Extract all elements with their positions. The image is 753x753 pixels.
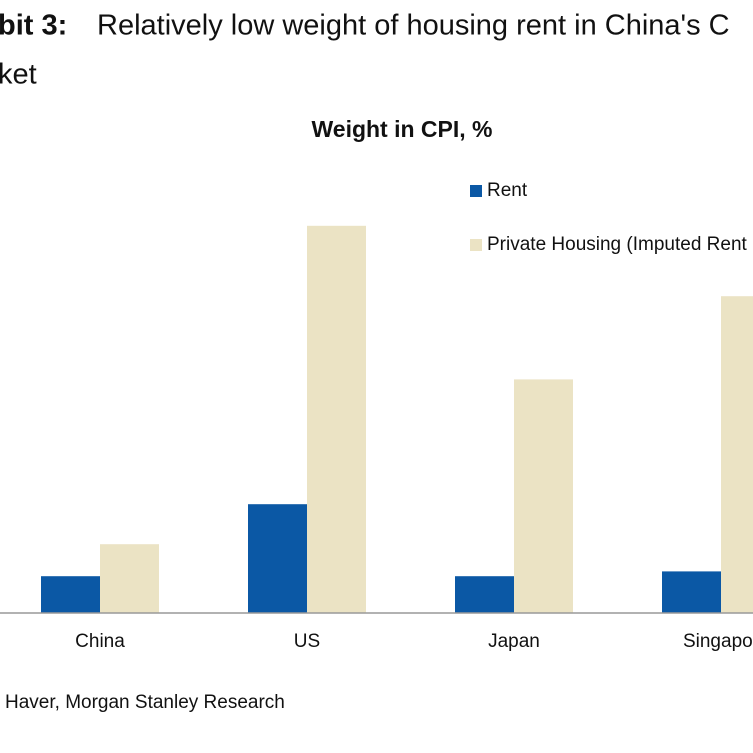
page-title: ket xyxy=(0,59,37,91)
page-title: Relatively low weight of housing rent in… xyxy=(97,10,730,42)
bar xyxy=(455,576,514,613)
exhibit-label: bit 3: xyxy=(0,10,67,42)
x-tick-label: Japan xyxy=(488,631,540,652)
bar xyxy=(514,379,573,613)
x-tick-label: US xyxy=(294,631,320,652)
bar xyxy=(662,571,721,613)
x-tick-label: China xyxy=(75,631,125,652)
bar xyxy=(248,504,307,613)
legend-label: Private Housing (Imputed Rent xyxy=(487,234,748,255)
bar xyxy=(307,225,366,614)
chart-title: Weight in CPI, % xyxy=(311,116,492,142)
bar xyxy=(100,544,159,613)
x-tick-label: Singapor xyxy=(683,631,753,652)
bar xyxy=(721,296,753,613)
bar xyxy=(41,576,100,613)
legend-label: Rent xyxy=(487,180,528,201)
legend-swatch xyxy=(470,185,482,197)
legend-swatch xyxy=(470,239,482,251)
source-note: Haver, Morgan Stanley Research xyxy=(5,692,285,713)
